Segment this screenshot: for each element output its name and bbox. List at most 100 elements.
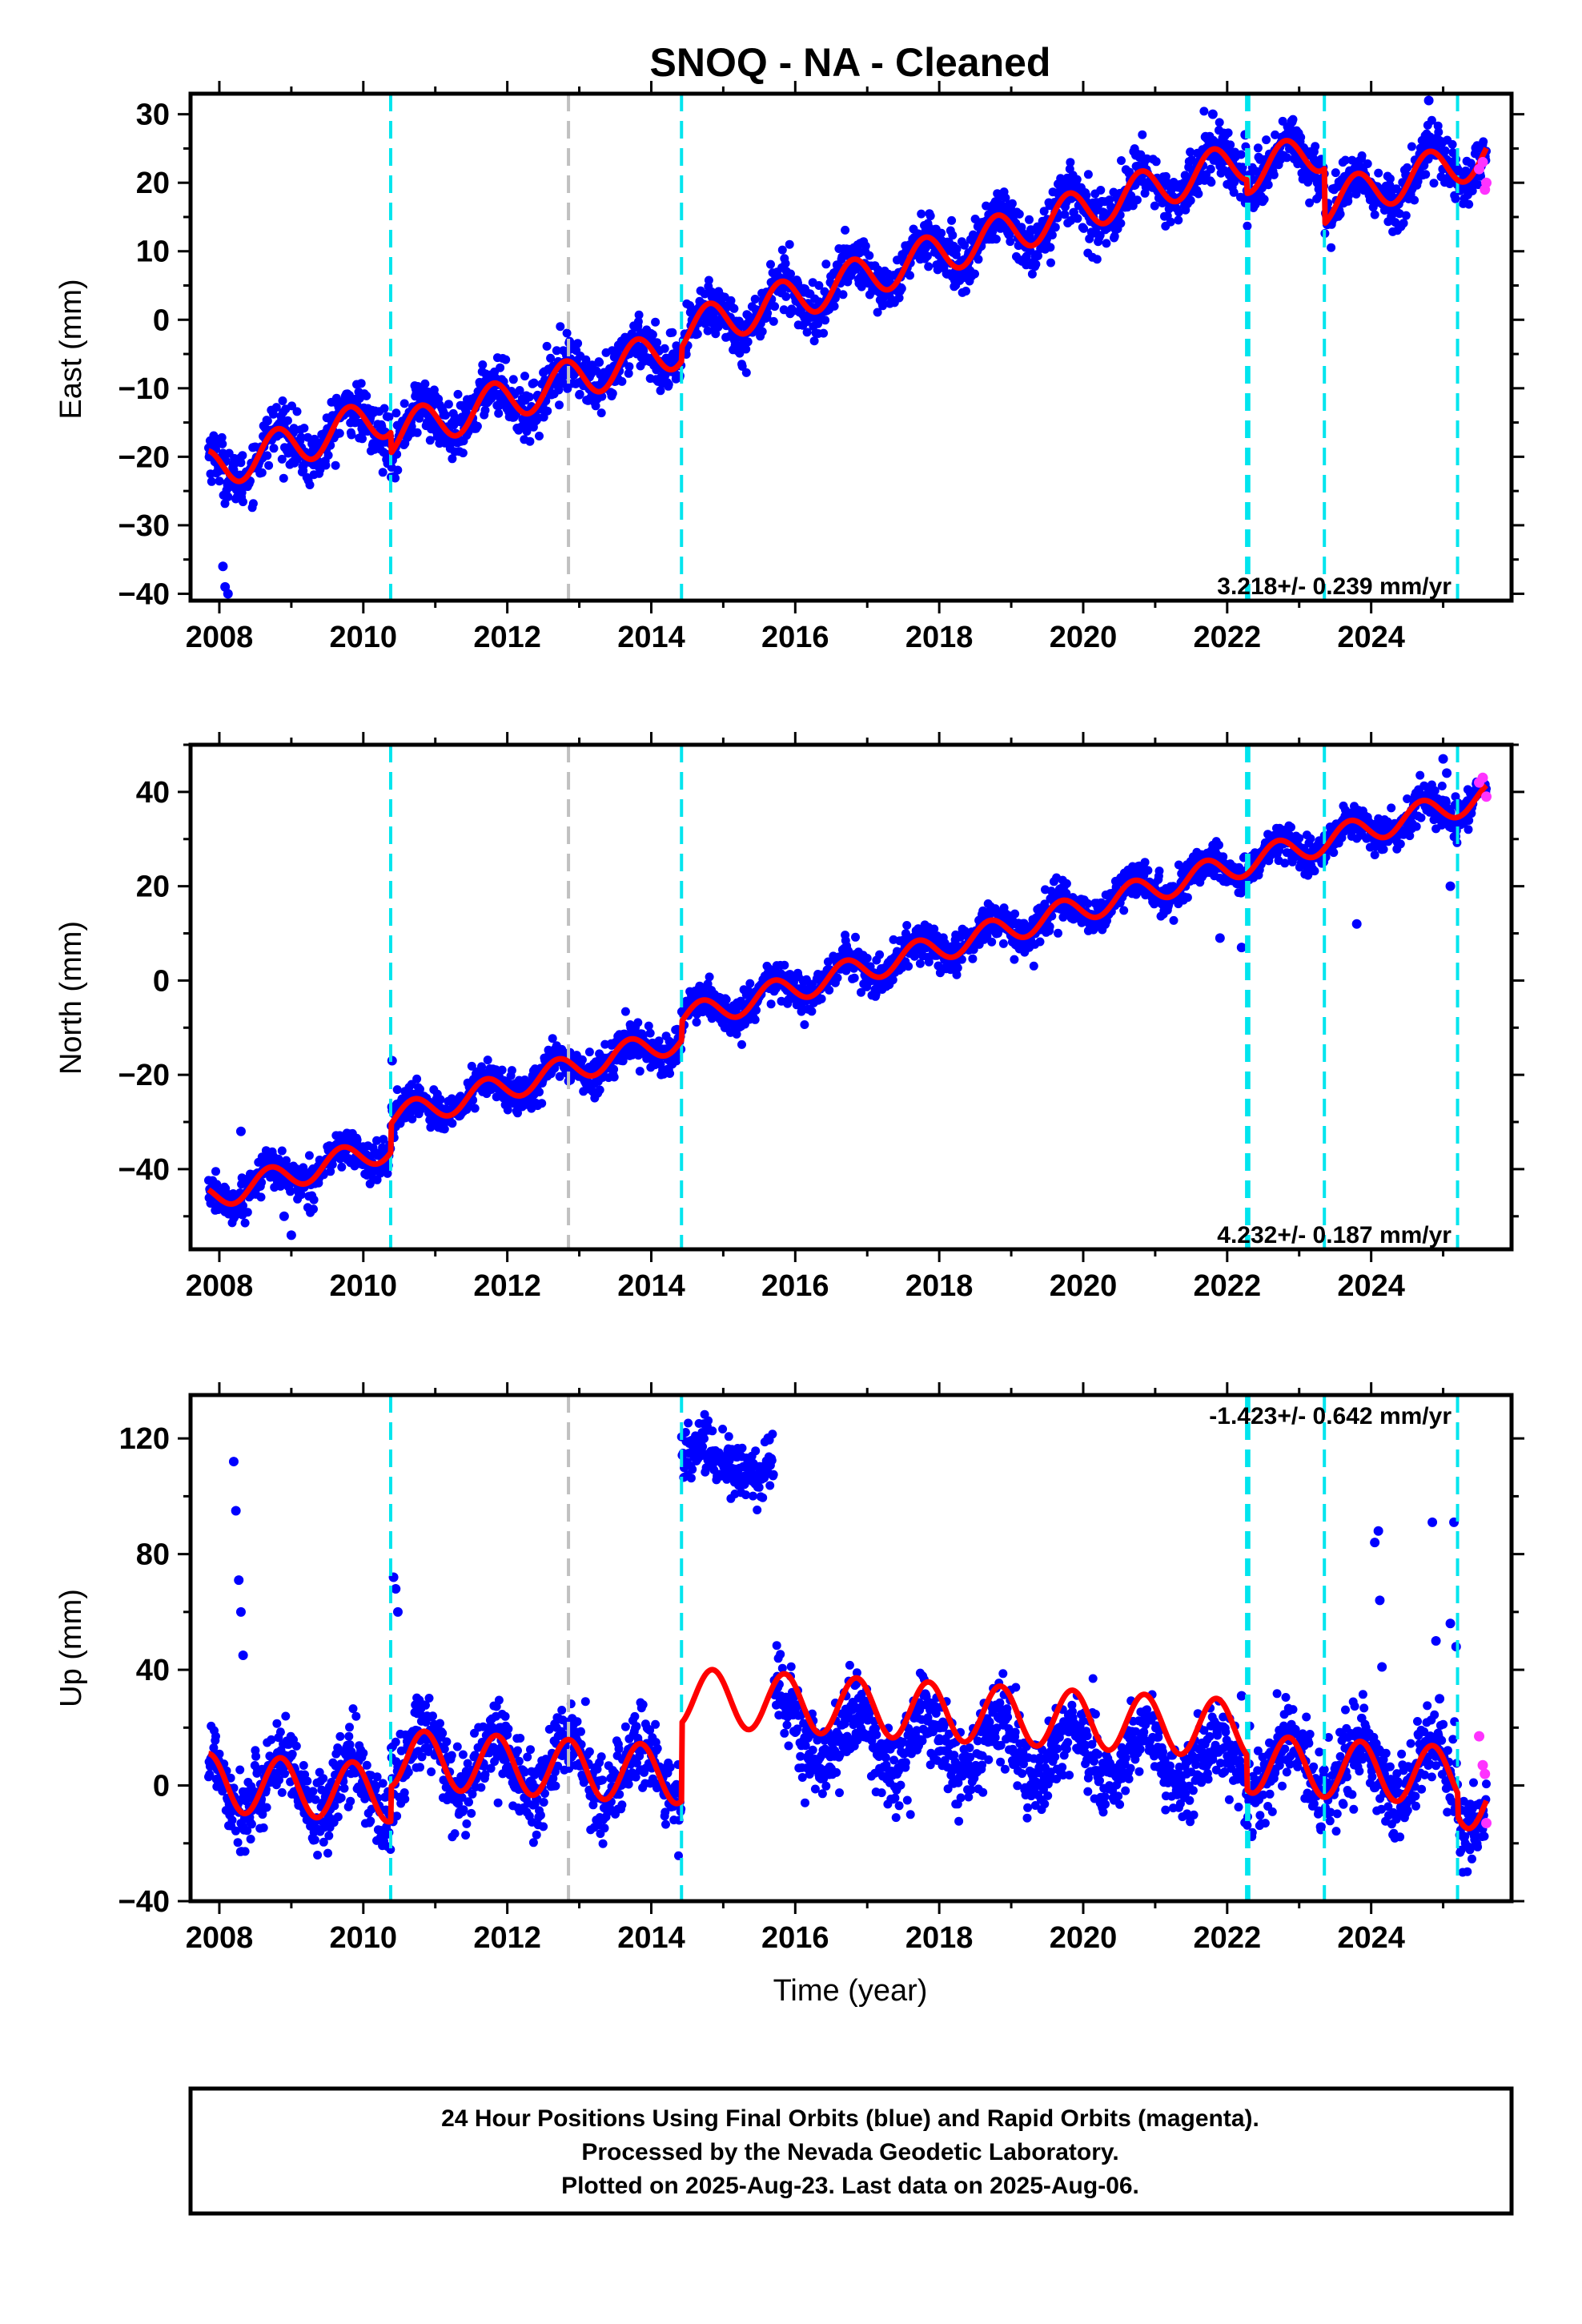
east-final-orbit-point (757, 327, 767, 336)
north-final-orbit-point (240, 1218, 250, 1228)
north-final-orbit-point (665, 1069, 675, 1078)
north-final-orbit-point (497, 1065, 507, 1075)
east-final-orbit-point (217, 432, 227, 442)
east-final-orbit-point (1262, 135, 1271, 145)
east-final-orbit-point (668, 328, 677, 337)
east-final-orbit-point (1186, 147, 1195, 157)
north-final-orbit-point (440, 1124, 449, 1134)
east-final-orbit-point (215, 476, 224, 486)
north-final-orbit-point (609, 1072, 619, 1082)
east-final-orbit-point (1259, 195, 1269, 204)
north-final-orbit-point (256, 1192, 266, 1202)
east-plot-frame (188, 91, 1514, 603)
east-y-tick-label: 10 (136, 235, 170, 269)
east-final-orbit-point (988, 227, 998, 236)
north-final-orbit-point (1010, 955, 1019, 964)
east-final-orbit-point (543, 406, 552, 416)
east-final-orbit-point (1282, 153, 1291, 163)
east-final-orbit-point (838, 290, 848, 300)
east-final-orbit-point (841, 225, 850, 235)
east-final-orbit-point (595, 358, 604, 367)
east-final-orbit-point (1174, 207, 1183, 217)
east-final-orbit-point (393, 465, 403, 475)
east-final-orbit-point (446, 439, 456, 448)
north-final-orbit-point (968, 954, 978, 963)
east-final-orbit-point (1007, 199, 1017, 208)
east-final-orbit-point (1451, 194, 1460, 203)
east-final-orbit-point (1253, 143, 1263, 153)
east-final-orbit-point (1116, 219, 1126, 228)
north-final-orbit-point (1154, 866, 1164, 876)
east-final-orbit-point (821, 259, 831, 269)
east-x-tick-label: 2020 (1050, 621, 1118, 654)
east-final-orbit-point (917, 209, 926, 219)
east-y-tick-label: −40 (118, 577, 170, 611)
east-final-orbit-point (321, 460, 331, 470)
east-final-orbit-point (1374, 168, 1383, 178)
east-outlier-point (639, 356, 649, 366)
east-final-orbit-point (556, 322, 565, 332)
east-final-orbit-point (358, 434, 367, 444)
east-final-orbit-point (1025, 215, 1034, 224)
east-final-orbit-point (525, 436, 535, 446)
east-final-orbit-point (861, 241, 870, 251)
east-final-orbit-point (1194, 189, 1203, 199)
east-final-orbit-point (1296, 133, 1306, 142)
north-final-orbit-point (470, 1104, 480, 1113)
east-final-orbit-point (1014, 209, 1024, 219)
east-final-orbit-point (1072, 175, 1082, 184)
east-final-orbit-point (279, 473, 288, 483)
east-final-orbit-point (384, 412, 394, 422)
east-final-orbit-point (982, 201, 991, 211)
east-final-orbit-point (347, 430, 356, 440)
east-final-orbit-point (1269, 170, 1279, 179)
north-final-orbit-point (1054, 928, 1062, 938)
east-final-orbit-point (264, 460, 274, 470)
east-final-orbit-point (1066, 158, 1075, 167)
east-rapid-orbit-point (1481, 177, 1492, 188)
east-final-orbit-point (269, 444, 279, 453)
east-final-orbit-point (391, 473, 400, 483)
east-final-orbit-point (480, 405, 490, 415)
east-final-orbit-point (785, 239, 794, 249)
east-final-orbit-point (1083, 170, 1093, 179)
east-final-orbit-point (814, 281, 824, 290)
north-final-orbit-point (800, 1020, 809, 1029)
east-x-tick-label: 2022 (1194, 621, 1262, 654)
east-final-orbit-point (271, 403, 281, 412)
east-final-orbit-point (991, 235, 1001, 244)
north-final-orbit-point (1370, 850, 1379, 859)
east-final-orbit-point (741, 368, 751, 377)
north-final-orbit-point (645, 1028, 655, 1038)
east-final-orbit-point (1479, 137, 1488, 147)
east-outlier-point (1423, 95, 1434, 106)
east-final-orbit-point (937, 228, 946, 238)
east-final-orbit-point (1132, 195, 1142, 205)
north-final-orbit-point (537, 1099, 547, 1108)
east-final-orbit-point (1079, 223, 1089, 233)
east-final-orbit-point (905, 271, 914, 280)
east-final-orbit-point (283, 416, 292, 425)
north-final-orbit-point (1029, 961, 1038, 971)
east-final-orbit-point (1331, 168, 1340, 178)
north-final-orbit-point (595, 1085, 604, 1095)
east-final-orbit-point (420, 379, 430, 388)
east-final-orbit-point (1401, 211, 1411, 220)
north-final-orbit-point (780, 960, 789, 970)
east-final-orbit-point (591, 401, 600, 411)
east-final-orbit-point (897, 283, 906, 293)
east-final-orbit-point (1206, 164, 1215, 174)
east-final-orbit-point (453, 389, 463, 399)
north-final-orbit-point (1219, 852, 1228, 862)
panel-north: 2008 2010 2012 2014 2016 2018 2020 2022 2024−40−… (54, 732, 1524, 1303)
east-final-orbit-point (263, 451, 272, 460)
north-final-orbit-point (807, 1007, 817, 1016)
east-final-orbit-point (508, 375, 518, 384)
east-final-orbit-point (1363, 159, 1372, 168)
east-final-orbit-point (802, 328, 812, 337)
east-final-orbit-point (400, 399, 409, 408)
east-final-orbit-point (1391, 184, 1401, 194)
east-final-orbit-point (656, 386, 665, 396)
north-final-orbit-point (337, 1162, 347, 1172)
north-final-orbit-point (1395, 839, 1405, 849)
